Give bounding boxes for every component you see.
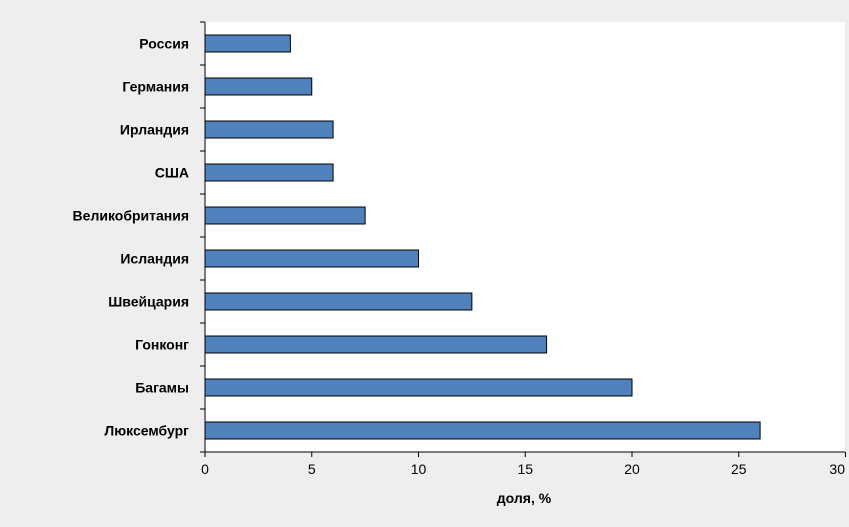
x-axis-title: доля, % — [497, 490, 552, 506]
category-label: Люксембург — [104, 423, 189, 439]
y-axis-ticks — [200, 21, 205, 453]
x-tick-label: 25 — [731, 461, 747, 477]
x-tick-label: 30 — [829, 461, 845, 477]
bar — [204, 292, 473, 311]
category-labels: Россия Германия Ирландия США Великобритания И… — [73, 36, 190, 439]
bar — [204, 421, 761, 440]
x-tick-label: 10 — [411, 461, 427, 477]
category-label: Швейцария — [108, 294, 189, 310]
x-tick-label: 15 — [517, 461, 533, 477]
category-label: Багамы — [135, 380, 189, 396]
x-tick-label: 5 — [308, 461, 316, 477]
x-tick-label: 0 — [201, 461, 209, 477]
category-label: Гонконг — [135, 337, 189, 353]
category-label: Великобритания — [73, 208, 189, 224]
bar — [204, 378, 633, 397]
category-label: Исландия — [120, 251, 189, 267]
category-label: США — [155, 165, 189, 181]
category-label: Германия — [122, 79, 189, 95]
bar — [204, 77, 313, 96]
category-label: Ирландия — [120, 122, 189, 138]
x-tick-label: 20 — [624, 461, 640, 477]
bar — [204, 34, 291, 53]
x-axis-ticks: 0 5 10 15 20 25 30 — [201, 452, 846, 477]
bar — [204, 335, 548, 354]
bar — [204, 249, 419, 268]
bar — [204, 120, 334, 139]
category-label: Россия — [139, 36, 189, 52]
bar — [204, 163, 334, 182]
bar — [204, 206, 366, 225]
